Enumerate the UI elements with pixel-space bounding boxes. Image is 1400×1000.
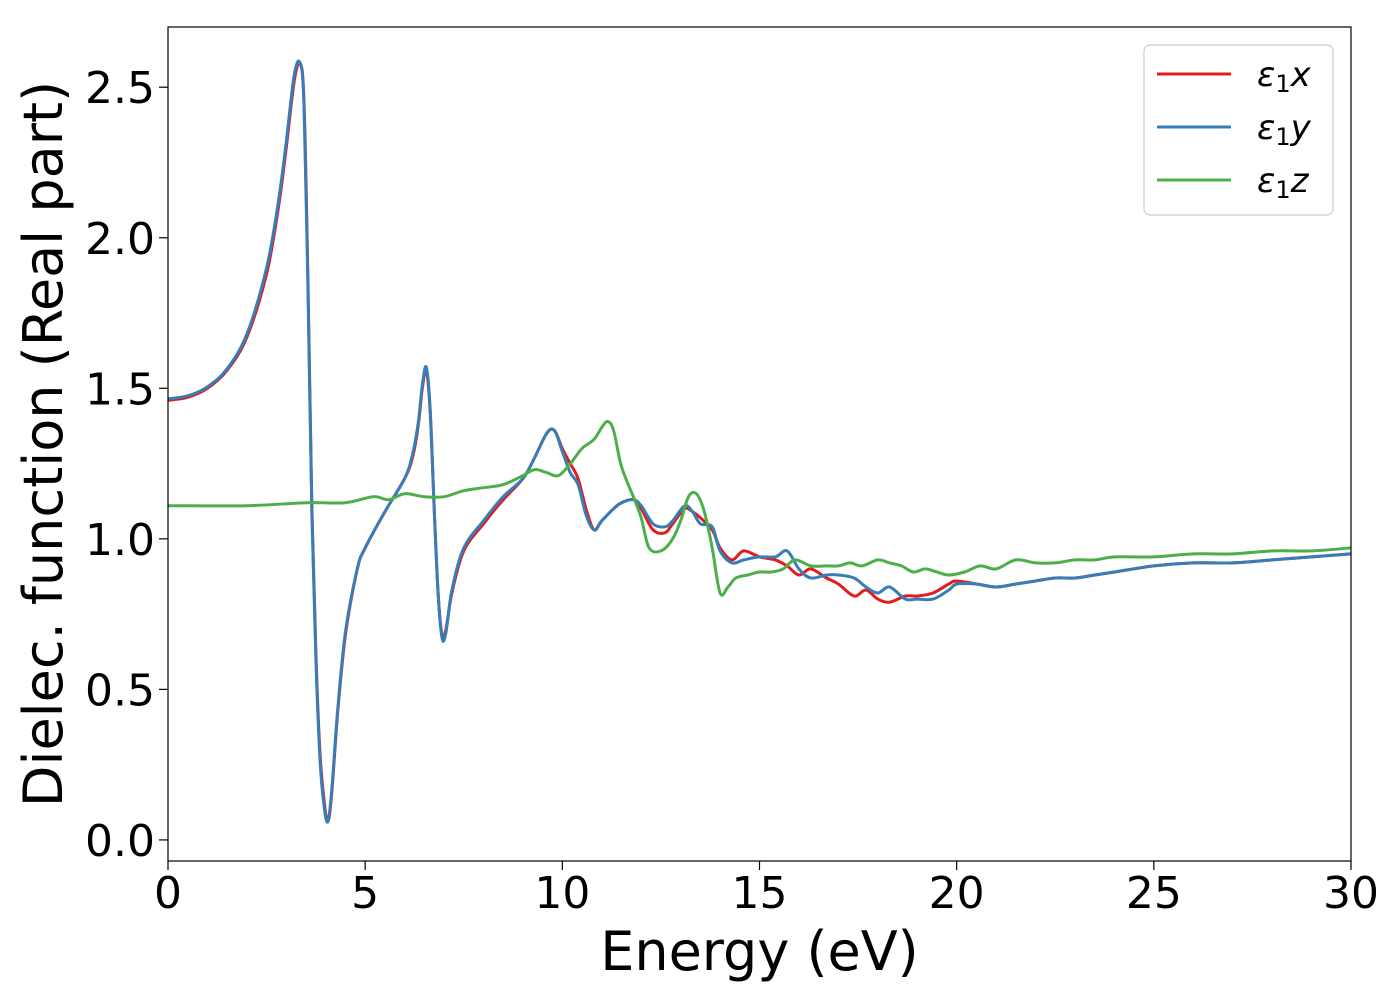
y-axis-ticks: 0.0 0.5 1.0 1.5 2.0 2.5 bbox=[85, 63, 168, 867]
legend-label: ε1x bbox=[1257, 55, 1312, 98]
legend-label: ε1z bbox=[1257, 161, 1310, 204]
y-tick-label: 1.5 bbox=[85, 364, 155, 415]
x-tick-label: 30 bbox=[1323, 868, 1379, 919]
x-tick-label: 25 bbox=[1126, 868, 1182, 919]
x-tick-label: 15 bbox=[732, 868, 788, 919]
legend-entry-x: ε1x bbox=[1157, 55, 1312, 98]
y-tick-label: 2.0 bbox=[85, 214, 155, 265]
y-tick-label: 0.5 bbox=[85, 665, 155, 716]
y-tick-label: 0.0 bbox=[85, 816, 155, 867]
series-line-y bbox=[168, 59, 1351, 824]
legend: ε1x ε1y ε1z bbox=[1143, 44, 1334, 216]
y-axis-title: Dielec. function (Real part) bbox=[12, 81, 75, 807]
legend-entry-z: ε1z bbox=[1157, 161, 1310, 204]
series-layer bbox=[168, 59, 1351, 824]
x-axis-title: Energy (eV) bbox=[600, 920, 919, 983]
x-axis-ticks: 0 5 10 15 20 25 30 bbox=[154, 861, 1379, 919]
legend-label: ε1y bbox=[1257, 108, 1312, 151]
y-tick-label: 1.0 bbox=[85, 515, 155, 566]
x-tick-label: 0 bbox=[154, 868, 182, 919]
legend-entry-y: ε1y bbox=[1157, 108, 1312, 151]
x-tick-label: 20 bbox=[929, 868, 985, 919]
series-line-z bbox=[168, 419, 1351, 597]
x-tick-label: 10 bbox=[534, 868, 590, 919]
y-tick-label: 2.5 bbox=[85, 63, 155, 114]
x-tick-label: 5 bbox=[351, 868, 379, 919]
legend-box bbox=[1143, 44, 1334, 216]
